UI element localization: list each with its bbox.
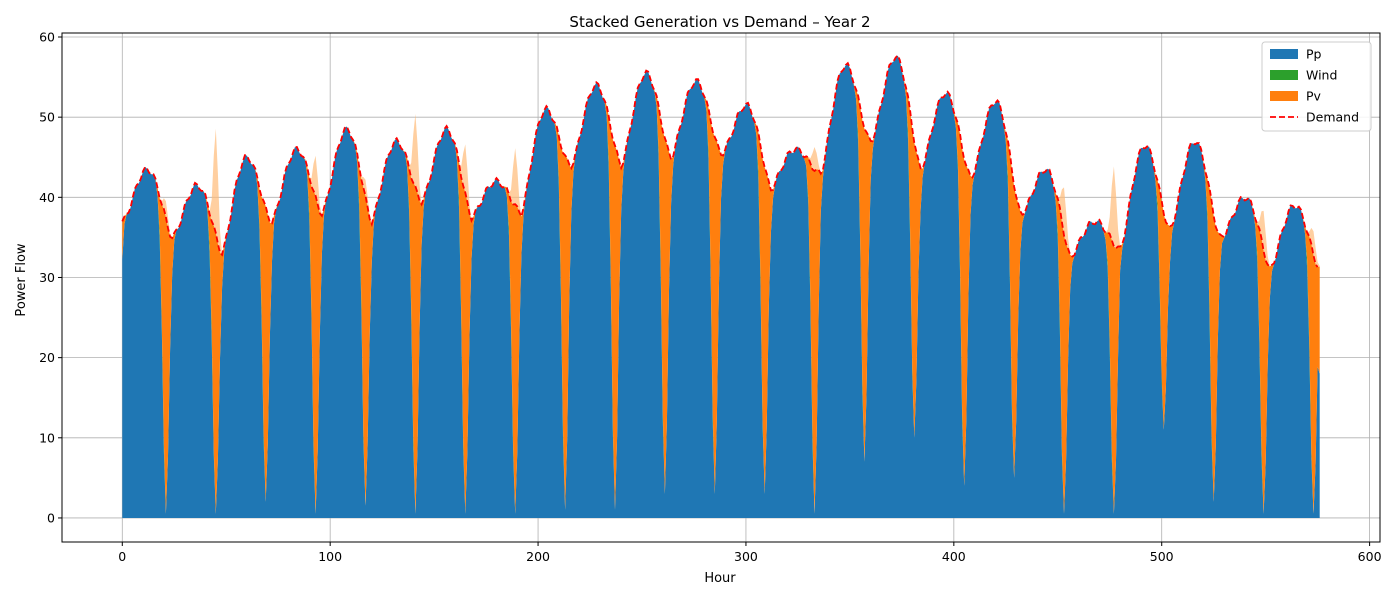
pp-area <box>122 55 1320 518</box>
legend-swatch <box>1270 70 1298 80</box>
axes: 0 100 200 300 400 500 600 0 10 20 30 40 50 60 <box>39 30 1381 564</box>
y-tick-label: 50 <box>39 110 55 125</box>
y-tick-label: 10 <box>39 430 55 445</box>
legend-box <box>1261 41 1372 132</box>
plot-frame <box>61 32 1381 543</box>
legend-label: Pv <box>1306 89 1322 104</box>
legend-swatch <box>1270 91 1298 101</box>
legend-label: Wind <box>1306 68 1337 83</box>
y-tick-label: 30 <box>39 270 55 285</box>
x-tick-label: 600 <box>1358 549 1382 564</box>
legend-label: Pp <box>1306 47 1322 62</box>
chart-title: Stacked Generation vs Demand – Year 2 <box>569 13 870 31</box>
plot-area <box>121 53 1320 518</box>
demand-line <box>121 53 1319 268</box>
y-tick-label: 60 <box>39 30 55 45</box>
y-tick-label: 20 <box>39 350 55 365</box>
x-tick-label: 200 <box>526 549 550 564</box>
legend-label: Demand <box>1306 110 1359 125</box>
legend: Pp Wind Pv Demand <box>1261 41 1372 132</box>
x-tick-label: 100 <box>318 549 342 564</box>
y-tick-label: 40 <box>39 190 55 205</box>
x-tick-label: 0 <box>118 549 126 564</box>
x-tick-label: 300 <box>734 549 758 564</box>
pv-area <box>122 55 1320 514</box>
x-tick-label: 400 <box>942 549 966 564</box>
y-tick-label: 0 <box>47 510 55 525</box>
x-axis-label: Hour <box>704 571 736 586</box>
y-axis-label: Power Flow <box>14 243 29 316</box>
x-tick-label: 500 <box>1150 549 1174 564</box>
legend-swatch <box>1270 49 1298 59</box>
